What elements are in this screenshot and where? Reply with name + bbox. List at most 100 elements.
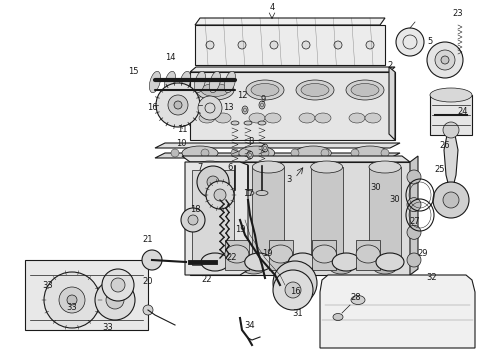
Circle shape: [174, 101, 182, 109]
Ellipse shape: [229, 190, 241, 195]
Circle shape: [214, 189, 226, 201]
Ellipse shape: [164, 71, 175, 93]
Text: 28: 28: [351, 293, 361, 302]
Ellipse shape: [329, 260, 353, 274]
Ellipse shape: [369, 161, 401, 173]
Circle shape: [443, 122, 459, 138]
Ellipse shape: [239, 146, 275, 160]
Ellipse shape: [269, 245, 293, 263]
Ellipse shape: [299, 113, 315, 123]
Ellipse shape: [351, 84, 379, 96]
Ellipse shape: [198, 260, 222, 274]
Text: 11: 11: [177, 126, 187, 135]
Bar: [269, 240, 293, 270]
Ellipse shape: [194, 161, 226, 173]
Ellipse shape: [313, 245, 336, 263]
Circle shape: [102, 269, 134, 301]
Circle shape: [427, 42, 463, 78]
Ellipse shape: [248, 153, 251, 157]
Text: 19: 19: [262, 248, 272, 257]
Circle shape: [407, 170, 421, 184]
Text: 33: 33: [67, 303, 77, 312]
Circle shape: [168, 95, 188, 115]
Text: 34: 34: [245, 321, 255, 330]
Ellipse shape: [365, 113, 381, 123]
Text: 24: 24: [458, 108, 468, 117]
Text: 22: 22: [202, 275, 212, 284]
Text: 5: 5: [427, 37, 433, 46]
Ellipse shape: [349, 113, 365, 123]
Ellipse shape: [333, 314, 343, 320]
Circle shape: [443, 192, 459, 208]
Ellipse shape: [149, 71, 161, 93]
Ellipse shape: [265, 113, 281, 123]
Text: 12: 12: [237, 90, 247, 99]
Ellipse shape: [346, 80, 384, 100]
Text: 31: 31: [293, 309, 303, 318]
Ellipse shape: [295, 146, 331, 160]
Ellipse shape: [194, 256, 226, 268]
Ellipse shape: [179, 71, 191, 93]
Circle shape: [231, 149, 239, 157]
Circle shape: [273, 261, 317, 305]
Bar: [313, 240, 336, 270]
Polygon shape: [190, 72, 395, 140]
Text: 19: 19: [235, 225, 245, 234]
Circle shape: [273, 270, 313, 310]
Text: 8: 8: [248, 138, 254, 147]
Ellipse shape: [231, 121, 239, 125]
Ellipse shape: [286, 260, 310, 274]
Circle shape: [366, 41, 374, 49]
Ellipse shape: [311, 161, 343, 173]
Circle shape: [381, 149, 389, 157]
Ellipse shape: [242, 106, 248, 114]
Ellipse shape: [195, 71, 206, 93]
Ellipse shape: [199, 113, 215, 123]
Circle shape: [270, 41, 278, 49]
Circle shape: [407, 225, 421, 239]
Ellipse shape: [201, 253, 229, 271]
Ellipse shape: [262, 144, 268, 152]
Ellipse shape: [352, 146, 388, 160]
Bar: [194, 167, 226, 262]
Ellipse shape: [182, 146, 218, 160]
Text: 22: 22: [227, 253, 237, 262]
Ellipse shape: [244, 108, 246, 112]
Circle shape: [206, 181, 234, 209]
Text: 13: 13: [222, 104, 233, 112]
Circle shape: [435, 50, 455, 70]
Text: 15: 15: [128, 68, 138, 77]
Ellipse shape: [289, 253, 317, 271]
Ellipse shape: [356, 245, 380, 263]
Polygon shape: [410, 156, 418, 275]
Circle shape: [44, 272, 100, 328]
Circle shape: [143, 305, 153, 315]
Ellipse shape: [209, 71, 220, 93]
Ellipse shape: [264, 146, 267, 150]
Text: 27: 27: [410, 217, 420, 226]
Text: 23: 23: [453, 9, 464, 18]
Ellipse shape: [252, 256, 284, 268]
Circle shape: [396, 28, 424, 56]
Ellipse shape: [351, 296, 365, 305]
Polygon shape: [444, 135, 458, 195]
Polygon shape: [430, 95, 472, 135]
Ellipse shape: [225, 245, 249, 263]
Bar: [225, 240, 249, 270]
Text: 6: 6: [227, 163, 233, 172]
Ellipse shape: [259, 101, 265, 109]
Text: 16: 16: [290, 288, 300, 297]
Circle shape: [207, 176, 219, 188]
Ellipse shape: [430, 88, 472, 102]
Ellipse shape: [376, 253, 404, 271]
Text: 7: 7: [197, 163, 203, 172]
Ellipse shape: [244, 121, 252, 125]
Circle shape: [198, 96, 222, 120]
Polygon shape: [389, 67, 395, 140]
Circle shape: [321, 149, 329, 157]
Circle shape: [188, 215, 198, 225]
Text: 25: 25: [435, 166, 445, 175]
Polygon shape: [185, 162, 248, 275]
Polygon shape: [25, 260, 148, 330]
Text: 9: 9: [260, 95, 266, 104]
